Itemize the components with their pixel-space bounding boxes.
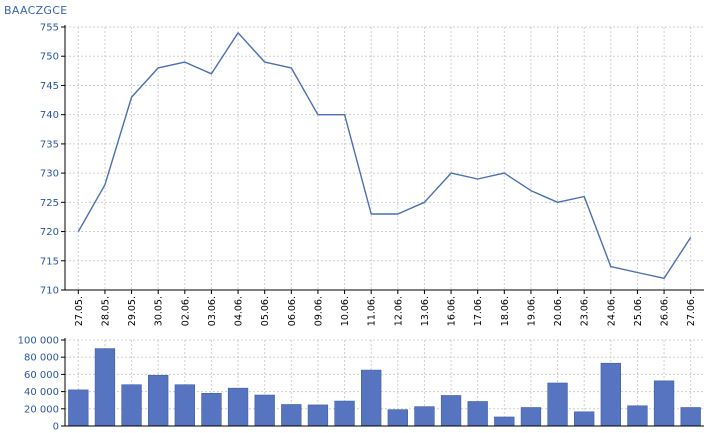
price-tick-label: 745 xyxy=(40,81,59,92)
volume-tick-label: 20 000 xyxy=(24,404,59,415)
price-series-line xyxy=(77,32,692,279)
volume-bar xyxy=(494,416,515,427)
date-tick-label: 23.06. xyxy=(580,296,591,326)
date-tick-label: 28.05. xyxy=(100,296,111,326)
volume-bar xyxy=(281,404,302,427)
volume-bar xyxy=(121,384,142,427)
date-tick-label: 17.06. xyxy=(473,296,484,326)
volume-bar xyxy=(574,411,595,427)
volume-bar xyxy=(467,401,488,427)
date-tick-label: 18.06. xyxy=(500,296,511,326)
volume-bar xyxy=(627,405,648,427)
price-tick-label: 715 xyxy=(40,256,59,267)
volume-bar xyxy=(307,404,329,427)
price-tick-label: 720 xyxy=(40,227,59,238)
volume-bar xyxy=(440,395,462,427)
date-tick-label: 25.06. xyxy=(633,296,644,326)
price-tick-label: 755 xyxy=(40,23,59,34)
volume-bar xyxy=(201,393,222,427)
volume-bar xyxy=(174,384,195,427)
price-tick-label: 735 xyxy=(40,139,59,150)
date-tick-label: 20.06. xyxy=(553,296,564,326)
date-tick-label: 19.06. xyxy=(526,296,537,326)
price-tick-label: 725 xyxy=(40,198,59,209)
volume-tick-label: 80 000 xyxy=(24,353,59,364)
price-tick-label: 750 xyxy=(40,52,59,63)
price-tick-label: 730 xyxy=(40,169,59,180)
volume-bar xyxy=(361,369,382,427)
volume-tick-label: 40 000 xyxy=(24,387,59,398)
volume-bar xyxy=(600,362,621,427)
date-tick-label: 03.06. xyxy=(207,296,218,326)
date-tick-label: 02.06. xyxy=(180,296,191,326)
volume-bar xyxy=(653,380,675,427)
date-tick-label: 24.06. xyxy=(606,296,617,326)
volume-bar xyxy=(680,407,701,427)
date-tick-label: 16.06. xyxy=(447,296,458,326)
volume-bar xyxy=(334,400,355,427)
ticker-label: BAACZGCE xyxy=(4,4,68,17)
date-tick-label: 04.06. xyxy=(234,296,245,326)
date-tick-label: 06.06. xyxy=(287,296,298,326)
price-tick-label: 710 xyxy=(40,286,59,297)
volume-bar xyxy=(520,407,542,427)
date-tick-label: 27.06. xyxy=(686,296,697,326)
date-tick-label: 13.06. xyxy=(420,296,431,326)
date-tick-label: 11.06. xyxy=(367,296,378,326)
volume-tick-label: 60 000 xyxy=(24,370,59,381)
volume-bar xyxy=(387,409,408,427)
volume-bar xyxy=(94,348,116,427)
volume-bar xyxy=(68,389,89,427)
volume-bar xyxy=(148,374,169,427)
price-tick-label: 740 xyxy=(40,110,59,121)
volume-bar xyxy=(227,387,249,427)
date-tick-label: 29.05. xyxy=(127,296,138,326)
volume-tick-label: 0 xyxy=(53,422,59,433)
volume-bar xyxy=(414,406,435,427)
date-tick-label: 09.06. xyxy=(313,296,324,326)
date-tick-label: 10.06. xyxy=(340,296,351,326)
date-tick-label: 27.05. xyxy=(74,296,85,326)
date-tick-label: 12.06. xyxy=(393,296,404,326)
volume-bar xyxy=(254,394,275,427)
date-tick-label: 05.06. xyxy=(260,296,271,326)
date-tick-label: 26.06. xyxy=(660,296,671,326)
volume-bar xyxy=(547,382,568,427)
volume-tick-label: 100 000 xyxy=(18,336,59,347)
date-tick-label: 30.05. xyxy=(154,296,165,326)
